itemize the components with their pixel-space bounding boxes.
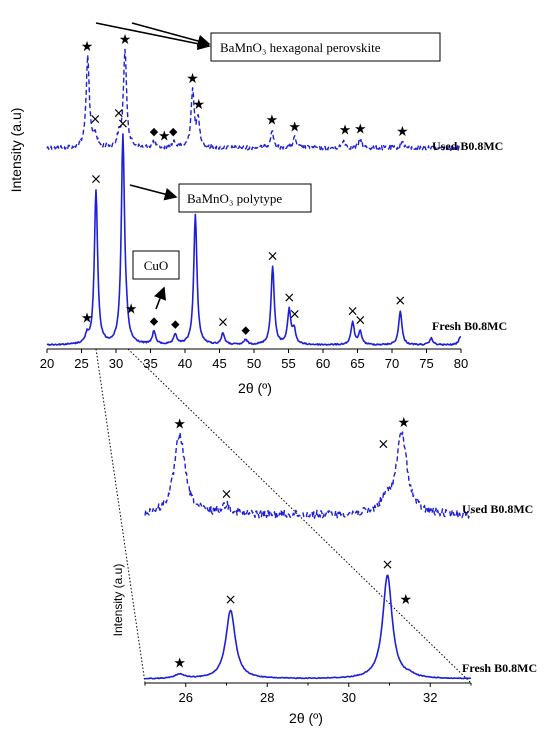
star-marker: ★ — [81, 39, 94, 55]
cross-marker: × — [117, 116, 129, 132]
main-used-label: Used B0.8MC — [432, 139, 503, 153]
inset-tick-label: 26 — [179, 690, 193, 705]
diamond-marker: ◆ — [150, 315, 159, 328]
inset-tick-label: 30 — [342, 690, 356, 705]
main-tick-label: 50 — [247, 356, 261, 371]
inset-tick-label: 28 — [260, 690, 274, 705]
cross-marker: × — [113, 106, 125, 122]
main-tick-label: 45 — [212, 356, 226, 371]
inset-fresh-label: Fresh B0.8MC — [462, 661, 537, 675]
cross-marker: × — [289, 307, 301, 323]
inset-x-ticks: 26 28 30 32 — [144, 683, 472, 705]
main-tick-label: 30 — [109, 356, 123, 371]
star-marker: ★ — [81, 311, 94, 327]
main-chart: 20 25 30 35 40 45 50 55 60 65 70 75 80 2θ (º) Intens… — [8, 22, 507, 396]
main-x-ticks: 20 25 30 35 40 45 50 55 60 65 70 75 80 — [40, 349, 468, 371]
inset-tick-label: 32 — [423, 690, 437, 705]
star-marker: ★ — [158, 129, 171, 145]
cross-marker: × — [267, 248, 279, 264]
cross-marker: × — [90, 172, 102, 188]
annotation-hexagonal-text: BaMnO₃ hexagonal perovskite — [220, 40, 381, 55]
main-tick-label: 75 — [419, 356, 433, 371]
cross-marker: × — [378, 437, 390, 453]
annotation-polytype-text: BaMnO₃ polytype — [187, 191, 282, 206]
main-tick-label: 60 — [316, 356, 330, 371]
diamond-marker: ◆ — [169, 125, 178, 138]
inset-x-label: 2θ (º) — [289, 710, 323, 726]
cross-marker: × — [347, 303, 359, 319]
star-marker: ★ — [125, 301, 138, 317]
main-x-label: 2θ (º) — [238, 380, 272, 396]
inset-series — [144, 431, 472, 680]
main-tick-label: 55 — [281, 356, 295, 371]
star-marker: ★ — [173, 656, 186, 672]
main-fresh-label: Fresh B0.8MC — [432, 319, 507, 333]
inset-chart: 26 28 30 32 2θ (º) Intensity (a.u) ★××★★××★… — [111, 415, 537, 726]
diamond-marker: ◆ — [171, 318, 180, 331]
cross-marker: × — [217, 315, 229, 331]
star-marker: ★ — [400, 592, 413, 608]
star-marker: ★ — [396, 124, 409, 140]
inset-y-label: Intensity (a.u) — [111, 564, 125, 637]
cross-marker: × — [283, 290, 295, 306]
inset-markers: ★ × × ★ ★ × × ★ — [173, 415, 412, 672]
star-marker: ★ — [288, 120, 301, 136]
main-series-used — [46, 48, 462, 151]
star-marker: ★ — [193, 97, 206, 113]
star-marker: ★ — [397, 415, 410, 431]
annotation-box-cuo — [132, 250, 180, 280]
main-tick-label: 20 — [40, 356, 54, 371]
main-markers: ★★××◆★◆★★★★★★★★××★◆◆××◆×××××× — [81, 32, 409, 336]
main-series — [46, 48, 462, 346]
arrow-polytype — [129, 184, 178, 201]
cross-marker: × — [89, 112, 101, 128]
star-marker: ★ — [119, 32, 132, 48]
main-tick-label: 70 — [385, 356, 399, 371]
main-tick-label: 65 — [350, 356, 364, 371]
diamond-marker: ◆ — [241, 323, 250, 336]
main-tick-label: 40 — [178, 356, 192, 371]
cross-marker: × — [382, 557, 394, 573]
arrow-cuo — [154, 286, 166, 310]
diamond-marker: ◆ — [150, 125, 159, 138]
cross-marker: × — [394, 293, 406, 309]
star-marker: ★ — [339, 123, 352, 139]
inset-used-label: Used B0.8MC — [462, 502, 533, 516]
zoom-guide-left — [95, 348, 146, 684]
main-tick-label: 25 — [74, 356, 88, 371]
main-series-fresh — [46, 133, 462, 346]
arrow-hexagonal-1 — [95, 22, 211, 51]
annotation-cuo-text: CuO — [144, 258, 169, 273]
star-marker: ★ — [354, 122, 367, 138]
annotation-box-polytype — [178, 183, 312, 213]
cross-marker: × — [354, 312, 366, 328]
cross-marker: × — [221, 487, 233, 503]
main-y-label: Intensity (a.u) — [8, 108, 24, 193]
arrow-hexagonal-2 — [131, 22, 211, 48]
inset-series-fresh — [144, 574, 472, 680]
star-marker: ★ — [186, 71, 199, 87]
annotation-box-hexagonal — [210, 32, 441, 62]
inset-series-used — [144, 431, 472, 519]
main-tick-label: 35 — [143, 356, 157, 371]
star-marker: ★ — [173, 416, 186, 432]
star-marker: ★ — [266, 112, 279, 128]
main-tick-label: 80 — [454, 356, 468, 371]
cross-marker: × — [225, 592, 237, 608]
